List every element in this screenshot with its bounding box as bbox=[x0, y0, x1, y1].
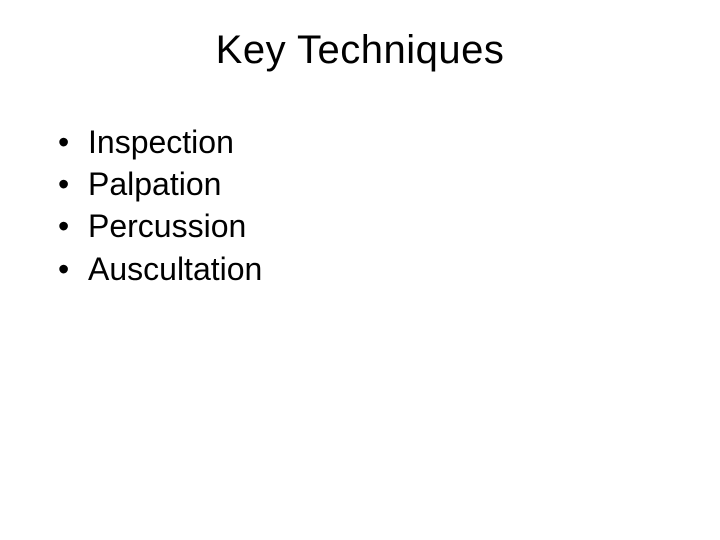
bullet-text: Inspection bbox=[88, 121, 720, 163]
bullet-text: Auscultation bbox=[88, 248, 720, 290]
bullet-icon: • bbox=[58, 121, 88, 163]
slide-title: Key Techniques bbox=[0, 28, 720, 73]
bullet-icon: • bbox=[58, 205, 88, 247]
slide-container: Key Techniques • Inspection • Palpation … bbox=[0, 0, 720, 540]
bullet-icon: • bbox=[58, 163, 88, 205]
bullet-text: Palpation bbox=[88, 163, 720, 205]
list-item: • Inspection bbox=[58, 121, 720, 163]
bullet-text: Percussion bbox=[88, 205, 720, 247]
list-item: • Percussion bbox=[58, 205, 720, 247]
list-item: • Auscultation bbox=[58, 248, 720, 290]
bullet-list: • Inspection • Palpation • Percussion • … bbox=[0, 121, 720, 290]
bullet-icon: • bbox=[58, 248, 88, 290]
list-item: • Palpation bbox=[58, 163, 720, 205]
